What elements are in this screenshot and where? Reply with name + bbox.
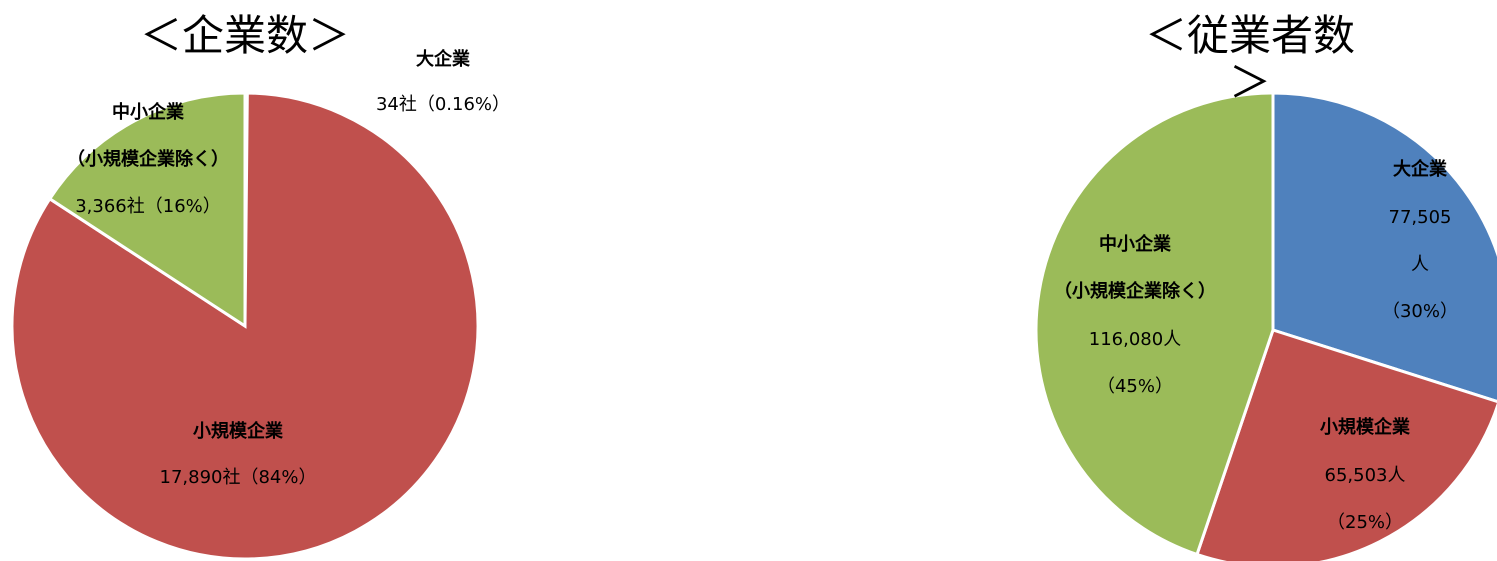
slice-category: 中小企業 （小規模企業除く） — [1054, 234, 1216, 302]
slice-category: 小規模企業 — [193, 421, 283, 442]
chart-title: ＜企業数＞ — [139, 11, 351, 60]
slice-category: 大企業 — [1393, 159, 1447, 180]
slice-value: 77,505人 （30%） — [1381, 207, 1458, 322]
slice-value: 65,503人 （25%） — [1324, 465, 1406, 533]
pie-slice — [47, 91, 247, 329]
chart-title: ＜従業者数＞ — [1144, 11, 1355, 107]
slice-value: 116,080人 （45%） — [1088, 329, 1182, 397]
slice-value: 34社（0.16%） — [375, 94, 511, 115]
slice-value: 17,890社（84%） — [159, 467, 317, 488]
slice-category: 大企業 — [416, 49, 470, 70]
slice-category: 小規模企業 — [1320, 417, 1410, 438]
slice-value: 3,366社（16%） — [75, 196, 221, 217]
slice-category: 中小企業 （小規模企業除く） — [67, 102, 229, 170]
pie-slice — [1271, 91, 1497, 404]
pie-slice — [1034, 91, 1275, 557]
pie-slice — [1195, 328, 1497, 561]
